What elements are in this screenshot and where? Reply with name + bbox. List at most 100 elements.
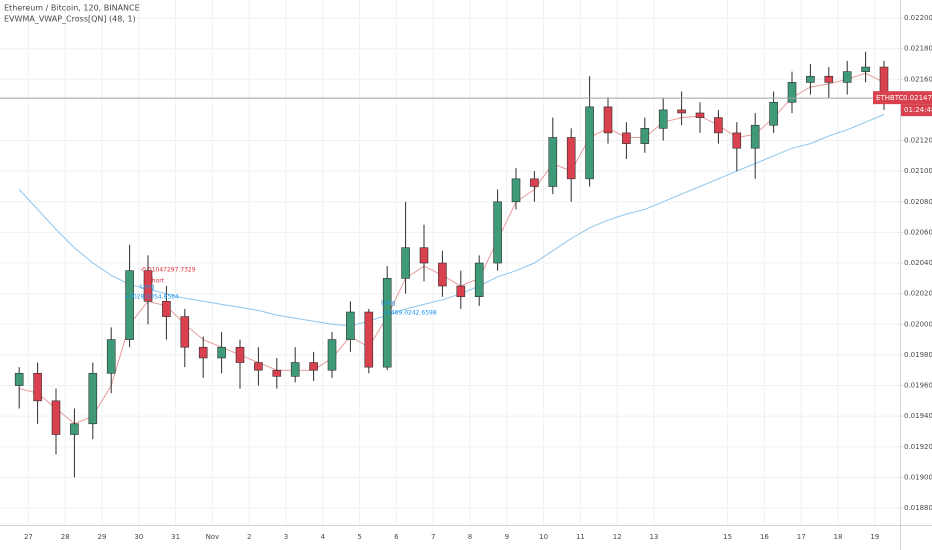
- candle-body: [88, 372, 98, 425]
- candle-body: [566, 137, 576, 180]
- candle-body: [180, 316, 190, 348]
- y-tick-label: 0.022000: [904, 14, 932, 22]
- candle-body: [530, 178, 539, 187]
- x-tick-label: 12: [613, 533, 622, 541]
- x-tick-label: 18: [834, 533, 843, 541]
- countdown-label: 01:24:48: [904, 106, 932, 114]
- x-tick-label: 4: [321, 533, 326, 541]
- candle-body: [714, 117, 723, 134]
- symbol-label: ETHBTC: [876, 94, 904, 102]
- x-tick-label: 28: [61, 533, 70, 541]
- candle-body: [585, 106, 594, 180]
- candle-body: [695, 112, 705, 118]
- candle-body: [640, 128, 650, 144]
- candle-body: [272, 369, 282, 377]
- x-tick-label: 30: [134, 533, 143, 541]
- candle-body: [51, 400, 61, 435]
- candle-body: [346, 311, 355, 340]
- candle-body: [842, 71, 852, 83]
- signal-label: Long: [140, 284, 155, 291]
- candle-body: [456, 285, 466, 298]
- signal-label: Short: [148, 278, 165, 285]
- signal-label: Long: [381, 300, 396, 307]
- x-tick-label: 6: [394, 533, 399, 541]
- price-badge: [873, 91, 932, 105]
- x-tick-label: 3: [284, 533, 288, 541]
- signal-label: +2469.0242.6598: [382, 310, 437, 317]
- x-tick-label: 13: [650, 533, 659, 541]
- candle-body: [162, 301, 171, 317]
- candle-body: [70, 423, 79, 435]
- candle-body: [198, 346, 208, 359]
- candle-body: [290, 362, 300, 377]
- x-tick-label: 17: [797, 533, 806, 541]
- candle-body: [217, 346, 226, 359]
- x-tick-label: 8: [468, 533, 472, 541]
- candle-body: [364, 311, 374, 368]
- candle-body: [309, 362, 318, 371]
- candle-body: [677, 109, 686, 114]
- indicator-label: EVWMA_VWAP_Cross[QN] (48, 1): [4, 15, 136, 24]
- candle-body: [143, 270, 153, 302]
- chart-title: Ethereum / Bitcoin, 120, BINANCE: [4, 4, 140, 13]
- signal-label: +3028/1054.8564: [124, 294, 179, 301]
- candle-body: [769, 101, 778, 126]
- signal-label: -0.01047297.7329: [140, 267, 196, 274]
- x-tick-label: 15: [723, 533, 732, 541]
- x-tick-label: 27: [24, 533, 33, 541]
- candle-body: [622, 132, 631, 144]
- candle-body: [419, 247, 429, 264]
- x-tick-label: 9: [505, 533, 509, 541]
- x-tick-label: 2: [247, 533, 251, 541]
- candle-body: [732, 132, 742, 149]
- x-tick-label: 19: [870, 533, 879, 541]
- grid: [0, 0, 900, 525]
- x-tick-label: 7: [431, 533, 435, 541]
- candle-body: [824, 75, 834, 83]
- candle-body: [125, 270, 134, 340]
- candle-body: [438, 262, 447, 287]
- candle-body: [658, 109, 668, 129]
- candle-body: [603, 106, 613, 134]
- candle-body: [493, 201, 502, 264]
- indicator-line: [18, 114, 885, 327]
- candle-body: [474, 262, 484, 298]
- candle-body: [806, 75, 815, 83]
- candle-body: [327, 339, 337, 371]
- x-tick-label: 31: [171, 533, 180, 541]
- candle-body: [382, 278, 392, 368]
- x-tick-label: 11: [576, 533, 585, 541]
- candle-body: [861, 66, 870, 72]
- candle-body: [511, 178, 521, 203]
- plot: [14, 51, 889, 478]
- candle-body: [548, 137, 558, 187]
- x-tick-label: 10: [539, 533, 548, 541]
- candle-body: [235, 346, 245, 363]
- x-tick-label: 29: [98, 533, 107, 541]
- candle-body: [106, 339, 116, 374]
- x-tick-label: 5: [357, 533, 361, 541]
- candle-body: [14, 372, 24, 386]
- x-tick-label: 16: [760, 533, 769, 541]
- x-tick-label: Nov: [206, 533, 220, 541]
- candle-body: [254, 362, 263, 371]
- candle-body: [401, 247, 410, 279]
- candle-body: [33, 372, 42, 402]
